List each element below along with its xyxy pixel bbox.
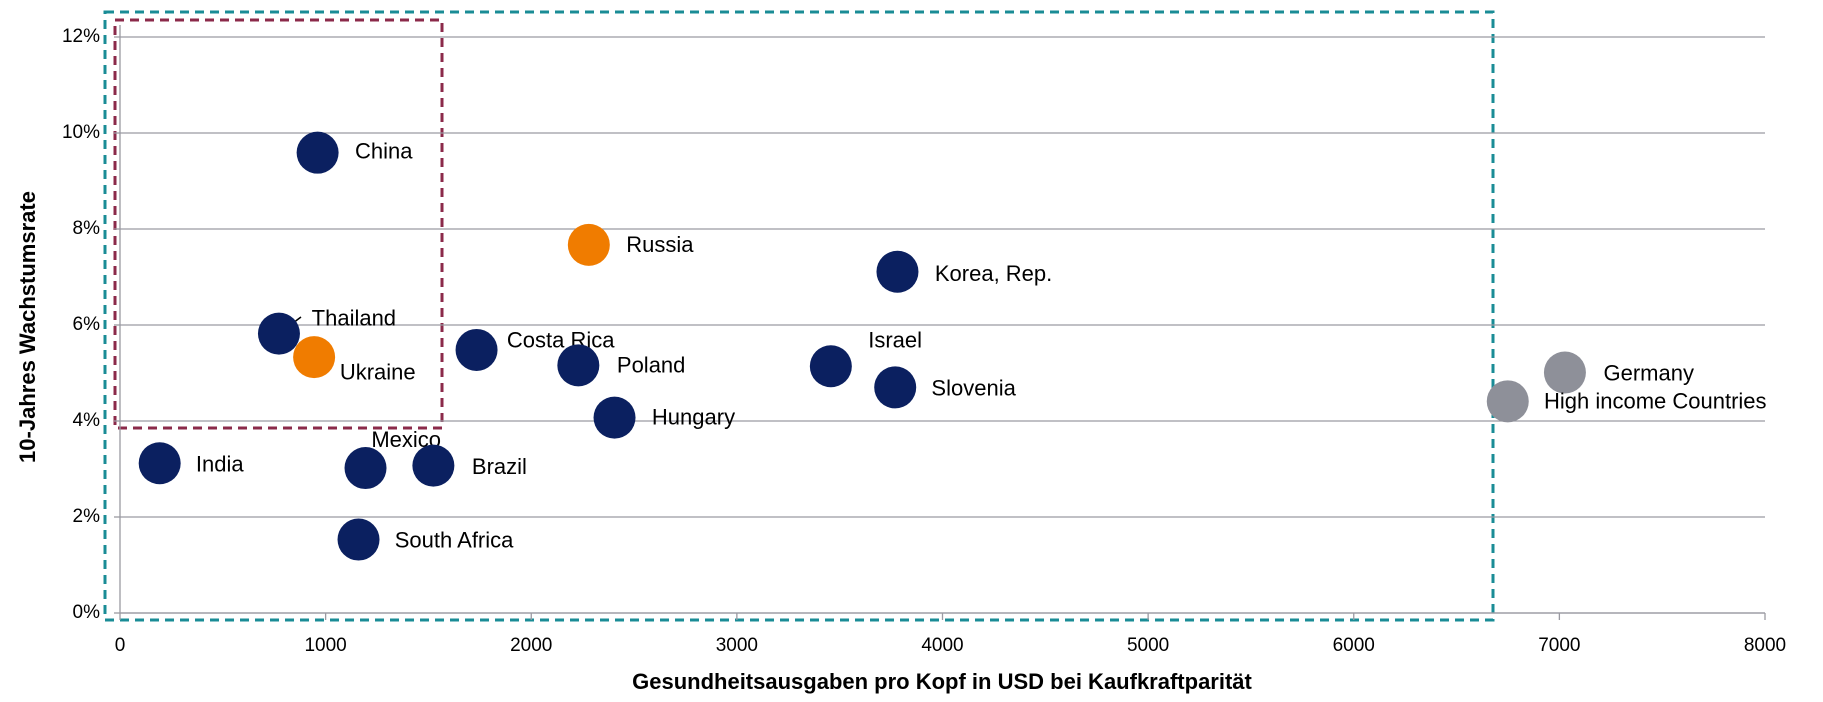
x-tick-label: 4000 <box>921 635 963 656</box>
data-point <box>567 223 610 266</box>
y-tick-label: 12% <box>62 26 100 47</box>
data-point <box>293 336 336 379</box>
point-label: Poland <box>617 352 686 377</box>
x-tick-label: 6000 <box>1333 635 1375 656</box>
data-point <box>809 345 852 388</box>
data-point <box>138 442 181 485</box>
data-point <box>257 312 300 355</box>
point-label: Germany <box>1603 361 1693 386</box>
point-label: Israel <box>868 328 922 353</box>
x-tick-label: 5000 <box>1127 635 1169 656</box>
data-point <box>1543 351 1586 394</box>
x-axis-title: Gesundheitsausgaben pro Kopf in USD bei … <box>632 669 1252 694</box>
data-point <box>412 444 455 487</box>
data-point <box>876 250 919 293</box>
data-point <box>337 518 380 561</box>
point-label: Thailand <box>312 305 396 330</box>
data-point <box>344 447 387 490</box>
point-label: Costa Rica <box>507 328 615 353</box>
y-tick-label: 2% <box>73 506 101 527</box>
point-label: Hungary <box>652 405 735 430</box>
point-label: Ukraine <box>340 359 416 384</box>
data-point <box>1486 380 1529 423</box>
data-point <box>455 328 498 371</box>
y-tick-label: 8% <box>73 218 101 239</box>
y-tick-label: 10% <box>62 122 100 143</box>
outer-highlight-box <box>103 10 1495 622</box>
point-label: Korea, Rep. <box>935 261 1052 286</box>
y-axis-title: 10-Jahres Wachstumsrate <box>15 191 40 463</box>
inner-highlight-box <box>113 18 444 430</box>
x-tick-label: 7000 <box>1538 635 1580 656</box>
data-point <box>593 396 636 439</box>
data-point <box>296 131 339 174</box>
y-tick-label: 0% <box>73 602 101 623</box>
point-label: Brazil <box>472 454 527 479</box>
point-label: China <box>355 138 413 163</box>
x-tick-label: 0 <box>115 635 126 656</box>
data-point <box>557 344 600 387</box>
data-point <box>874 366 917 409</box>
point-label: India <box>196 451 244 476</box>
x-tick-label: 2000 <box>510 635 552 656</box>
point-label: Slovenia <box>931 376 1016 401</box>
point-label: Russia <box>626 232 694 257</box>
point-label: High income Countries <box>1544 388 1767 413</box>
y-tick-label: 6% <box>73 314 101 335</box>
x-tick-label: 1000 <box>304 635 346 656</box>
y-tick-label: 4% <box>73 410 101 431</box>
x-tick-label: 8000 <box>1744 635 1786 656</box>
x-tick-label: 3000 <box>716 635 758 656</box>
point-label: South Africa <box>395 528 514 553</box>
